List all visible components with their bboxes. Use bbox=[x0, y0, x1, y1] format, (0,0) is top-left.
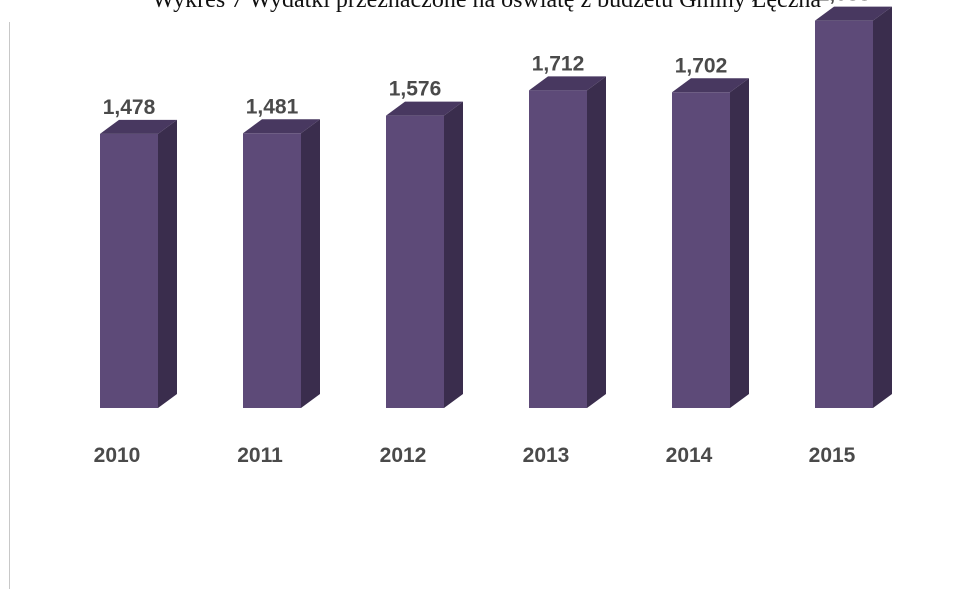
x-tick-label-2013: 2013 bbox=[523, 444, 570, 467]
x-tick-label-2015: 2015 bbox=[809, 444, 856, 467]
bar-top-2011 bbox=[243, 119, 320, 134]
chart-title: Wykres 7 Wydatki przeznaczone na oświatę… bbox=[151, 0, 822, 13]
bar-top-2010 bbox=[100, 119, 177, 134]
bar-side-2010 bbox=[158, 119, 177, 409]
bar-top-2012 bbox=[386, 101, 463, 116]
data-label-2013: 1,712 bbox=[532, 52, 585, 75]
data-label-2011: 1,481 bbox=[246, 95, 299, 118]
x-tick-label-2012: 2012 bbox=[380, 444, 427, 467]
x-tick-label-2011: 2011 bbox=[237, 444, 283, 467]
bar-side-2014 bbox=[730, 78, 749, 409]
data-label-2014: 1,702 bbox=[675, 54, 728, 77]
bar-side-2012 bbox=[444, 101, 463, 408]
bar-top-2014 bbox=[672, 78, 749, 93]
x-tick-label-2010: 2010 bbox=[94, 444, 141, 467]
bar-2010 bbox=[100, 133, 158, 408]
bar-2015 bbox=[815, 20, 873, 409]
bar-side-2015 bbox=[873, 6, 892, 409]
x-tick-label-2014: 2014 bbox=[666, 444, 713, 467]
bar-2014 bbox=[672, 92, 730, 409]
bar-2011 bbox=[243, 133, 301, 408]
data-label-2015: 2,088 bbox=[818, 0, 871, 6]
data-label-2010: 1,478 bbox=[103, 96, 156, 119]
bar-2012 bbox=[386, 115, 444, 408]
bar-2013 bbox=[529, 90, 587, 408]
bar-side-2011 bbox=[301, 119, 320, 408]
bar-side-2013 bbox=[587, 76, 606, 408]
bar-top-2013 bbox=[529, 76, 606, 91]
chart-frame-border bbox=[9, 22, 10, 589]
data-label-2012: 1,576 bbox=[389, 78, 442, 101]
bar-top-2015 bbox=[815, 6, 892, 21]
